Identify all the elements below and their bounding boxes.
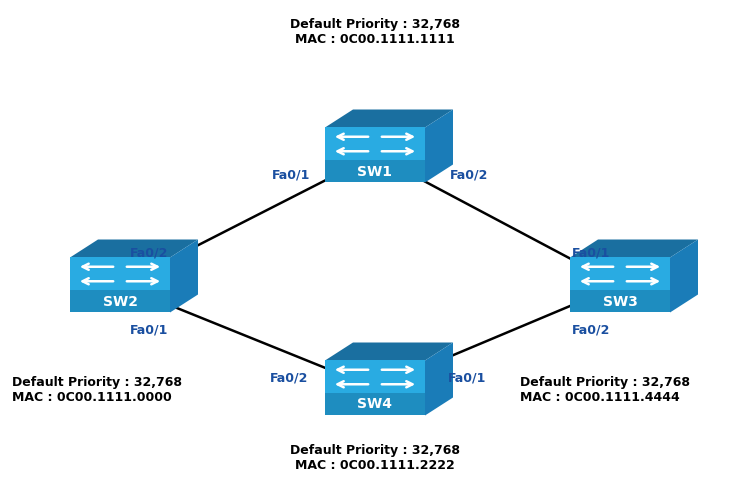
Polygon shape (570, 240, 698, 258)
Polygon shape (325, 393, 425, 416)
Polygon shape (670, 240, 698, 313)
Text: SW1: SW1 (358, 165, 392, 178)
Text: Fa0/2: Fa0/2 (130, 246, 168, 260)
Text: SW3: SW3 (602, 294, 638, 309)
Text: Fa0/1: Fa0/1 (130, 323, 168, 337)
Text: SW4: SW4 (358, 397, 392, 412)
Text: Default Priority : 32,768
MAC : 0C00.1111.2222: Default Priority : 32,768 MAC : 0C00.111… (290, 444, 460, 472)
Polygon shape (325, 361, 425, 393)
Polygon shape (570, 291, 670, 313)
Polygon shape (425, 109, 453, 182)
Polygon shape (425, 343, 453, 416)
Polygon shape (70, 291, 170, 313)
Polygon shape (325, 127, 425, 161)
Text: SW2: SW2 (103, 294, 137, 309)
Polygon shape (70, 240, 198, 258)
Polygon shape (570, 258, 670, 291)
Text: Default Priority : 32,768
MAC : 0C00.1111.0000: Default Priority : 32,768 MAC : 0C00.111… (12, 376, 182, 404)
Text: Fa0/1: Fa0/1 (572, 246, 610, 260)
Text: Default Priority : 32,768
MAC : 0C00.1111.4444: Default Priority : 32,768 MAC : 0C00.111… (520, 376, 690, 404)
Polygon shape (325, 161, 425, 182)
Polygon shape (325, 109, 453, 127)
Text: Fa0/1: Fa0/1 (272, 169, 310, 181)
Text: Fa0/2: Fa0/2 (450, 169, 488, 181)
Polygon shape (70, 258, 170, 291)
Polygon shape (170, 240, 198, 313)
Text: Default Priority : 32,768
MAC : 0C00.1111.1111: Default Priority : 32,768 MAC : 0C00.111… (290, 18, 460, 46)
Text: Fa0/1: Fa0/1 (448, 371, 486, 385)
Polygon shape (325, 343, 453, 361)
Text: Fa0/2: Fa0/2 (572, 323, 610, 337)
Text: Fa0/2: Fa0/2 (270, 371, 308, 385)
